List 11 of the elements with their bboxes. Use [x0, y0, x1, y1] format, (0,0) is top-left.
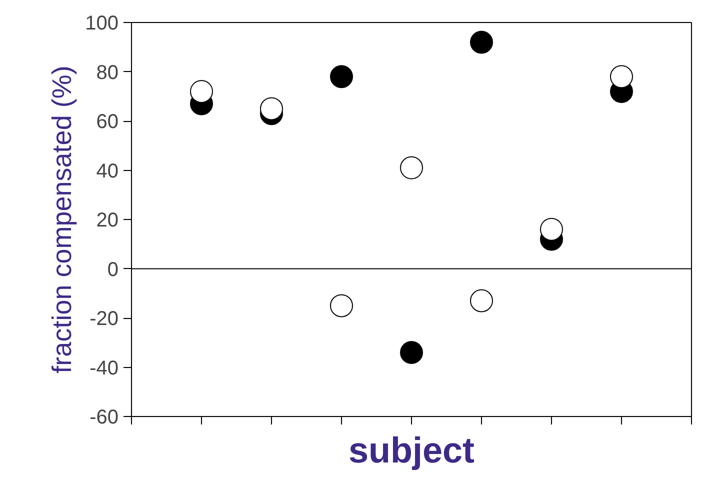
y-tick-label: 60	[96, 111, 119, 133]
y-tick-label: 80	[96, 62, 119, 84]
y-tick-label: -60	[90, 406, 118, 428]
y-tick-label: 0	[107, 258, 118, 281]
y-tick-label: 40	[96, 160, 119, 182]
y-tick-label: -20	[90, 308, 118, 330]
y-tick-label: 100	[85, 12, 119, 34]
y-axis-title: fraction compensated (%)	[47, 66, 78, 374]
y-tick-label: -40	[90, 357, 118, 380]
x-axis-title: subject	[348, 430, 475, 470]
y-tick-label: 20	[96, 210, 119, 232]
